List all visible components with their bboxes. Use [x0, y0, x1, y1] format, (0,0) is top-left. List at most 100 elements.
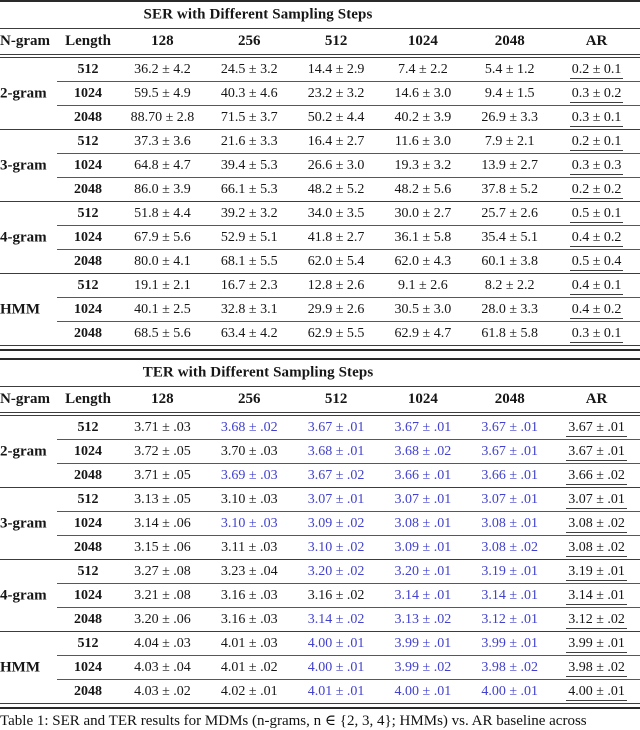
length-cell: 2048: [74, 467, 102, 483]
value-cell: 5.4 ± 1.2: [484, 61, 535, 77]
value-cell: 19.1 ± 2.1: [134, 277, 191, 293]
table-title: TER with Different Sampling Steps: [142, 364, 374, 381]
ar-value: 3.08 ± .02: [566, 515, 627, 533]
ar-cell: 0.3 ± 0.3: [553, 157, 640, 175]
row-group: 4-gram 512 51.8 ± 4.4 39.2 ± 3.2 34.0 ± 3.5 3…: [0, 202, 640, 274]
value-cell: 11.6 ± 3.0: [394, 133, 451, 149]
value-cell: 3.66 ± .01: [394, 467, 452, 483]
table-row: 1024 3.21 ± .08 3.16 ± .03 3.16 ± .02 3.14 ±…: [0, 584, 640, 607]
row-separator: [57, 321, 640, 322]
value-cell: 3.09 ± .02: [307, 515, 365, 531]
value-cell: 3.71 ± .03: [134, 419, 191, 435]
table-row: 512 3.71 ± .03 3.68 ± .02 3.67 ± .01 3.67 ± …: [0, 416, 640, 439]
row-separator: [57, 225, 640, 226]
column-header: Length: [65, 391, 111, 407]
value-cell: 3.08 ± .02: [481, 539, 539, 555]
ar-value: 3.07 ± .01: [566, 491, 627, 509]
value-cell: 29.9 ± 2.6: [307, 301, 365, 317]
table-row: 512 37.3 ± 3.6 21.6 ± 3.3 16.4 ± 2.7 11.6 ± …: [0, 130, 640, 153]
value-cell: 62.0 ± 4.3: [394, 253, 452, 269]
ar-cell: 3.66 ± .02: [553, 467, 640, 485]
table-row: 2048 3.71 ± .05 3.69 ± .03 3.67 ± .02 3.66 ±…: [0, 464, 640, 487]
ar-cell: 0.4 ± 0.2: [553, 229, 640, 247]
value-cell: 60.1 ± 3.8: [481, 253, 539, 269]
ar-cell: 0.3 ± 0.1: [553, 109, 640, 127]
table-row: 1024 59.5 ± 4.9 40.3 ± 4.6 23.2 ± 3.2 14.6 ±…: [0, 82, 640, 105]
header-double-rule: [0, 54, 640, 58]
table-bottom-rule: [0, 707, 640, 709]
ar-cell: 0.2 ± 0.2: [553, 181, 640, 199]
value-cell: 3.08 ± .01: [481, 515, 539, 531]
header-double-rule: [0, 412, 640, 416]
table-row: 2048 3.20 ± .06 3.16 ± .03 3.14 ± .02 3.13 ±…: [0, 608, 640, 631]
value-cell: 26.9 ± 3.3: [481, 109, 539, 125]
ar-value: 3.67 ± .01: [566, 419, 627, 437]
ar-cell: 3.67 ± .01: [553, 419, 640, 437]
column-header: Length: [65, 33, 111, 49]
table-row: 1024 64.8 ± 4.7 39.4 ± 5.3 26.6 ± 3.0 19.3 ±…: [0, 154, 640, 177]
column-header: 1024: [407, 391, 438, 407]
value-cell: 4.04 ± .03: [134, 635, 191, 651]
value-cell: 3.66 ± .01: [481, 467, 539, 483]
column-header: 256: [237, 33, 261, 49]
row-group-label: 2-gram: [0, 85, 47, 101]
value-cell: 59.5 ± 4.9: [134, 85, 191, 101]
row-group: HMM 512 4.04 ± .03 4.01 ± .03 4.00 ± .01 3.99…: [0, 632, 640, 704]
length-cell: 1024: [74, 443, 102, 459]
table-row: 512 3.13 ± .05 3.10 ± .03 3.07 ± .01 3.07 ± …: [0, 488, 640, 511]
row-group-label: 3-gram: [0, 515, 47, 531]
value-cell: 40.3 ± 4.6: [220, 85, 278, 101]
row-separator: [57, 463, 640, 464]
value-cell: 3.99 ± .02: [394, 659, 452, 675]
table-row: 2048 86.0 ± 3.9 66.1 ± 5.3 48.2 ± 5.2 48.2 ±…: [0, 178, 640, 201]
length-cell: 512: [77, 61, 99, 77]
length-cell: 2048: [74, 253, 102, 269]
ar-value: 3.19 ± .01: [566, 563, 627, 581]
value-cell: 4.00 ± .01: [307, 659, 365, 675]
column-header: 256: [237, 391, 261, 407]
table-row: 1024 40.1 ± 2.5 32.8 ± 3.1 29.9 ± 2.6 30.5 ±…: [0, 298, 640, 321]
row-separator: [57, 297, 640, 298]
row-separator: [57, 655, 640, 656]
value-cell: 64.8 ± 4.7: [134, 157, 191, 173]
value-cell: 14.4 ± 2.9: [307, 61, 365, 77]
ar-value: 3.99 ± .01: [566, 635, 627, 653]
value-cell: 3.10 ± .03: [220, 515, 278, 531]
value-cell: 62.0 ± 5.4: [307, 253, 365, 269]
row-group-label: 2-gram: [0, 443, 47, 459]
length-cell: 1024: [74, 659, 102, 675]
value-cell: 3.99 ± .01: [394, 635, 452, 651]
table-row: 1024 67.9 ± 5.6 52.9 ± 5.1 41.8 ± 2.7 36.1 ±…: [0, 226, 640, 249]
title-rule: [0, 28, 640, 29]
value-cell: 3.27 ± .08: [134, 563, 191, 579]
table-row: 2048 4.03 ± .02 4.02 ± .01 4.01 ± .01 4.00 ±…: [0, 680, 640, 703]
value-cell: 7.4 ± 2.2: [398, 61, 448, 77]
value-cell: 16.7 ± 2.3: [220, 277, 278, 293]
value-cell: 3.21 ± .08: [134, 587, 191, 603]
ar-value: 3.66 ± .02: [566, 467, 627, 485]
value-cell: 3.71 ± .05: [134, 467, 191, 483]
length-cell: 512: [77, 277, 99, 293]
row-separator: [57, 583, 640, 584]
value-cell: 25.7 ± 2.6: [481, 205, 539, 221]
table-row: 1024 3.14 ± .06 3.10 ± .03 3.09 ± .02 3.08 ±…: [0, 512, 640, 535]
value-cell: 3.67 ± .01: [394, 419, 452, 435]
ar-value: 4.00 ± .01: [566, 683, 627, 701]
value-cell: 3.67 ± .01: [481, 419, 539, 435]
value-cell: 3.07 ± .01: [481, 491, 539, 507]
table-row: 512 51.8 ± 4.4 39.2 ± 3.2 34.0 ± 3.5 30.0 ± …: [0, 202, 640, 225]
ar-value: 0.3 ± 0.1: [569, 109, 624, 127]
length-cell: 512: [77, 205, 99, 221]
length-cell: 512: [77, 133, 99, 149]
row-separator: [57, 81, 640, 82]
value-cell: 3.14 ± .01: [481, 587, 539, 603]
ar-cell: 3.08 ± .02: [553, 539, 640, 557]
value-cell: 35.4 ± 5.1: [481, 229, 539, 245]
value-cell: 34.0 ± 3.5: [307, 205, 365, 221]
value-cell: 13.9 ± 2.7: [481, 157, 539, 173]
value-cell: 3.20 ± .02: [307, 563, 365, 579]
value-cell: 3.07 ± .01: [307, 491, 365, 507]
value-cell: 66.1 ± 5.3: [220, 181, 278, 197]
value-cell: 88.70 ± 2.8: [130, 109, 195, 125]
length-cell: 1024: [74, 587, 102, 603]
